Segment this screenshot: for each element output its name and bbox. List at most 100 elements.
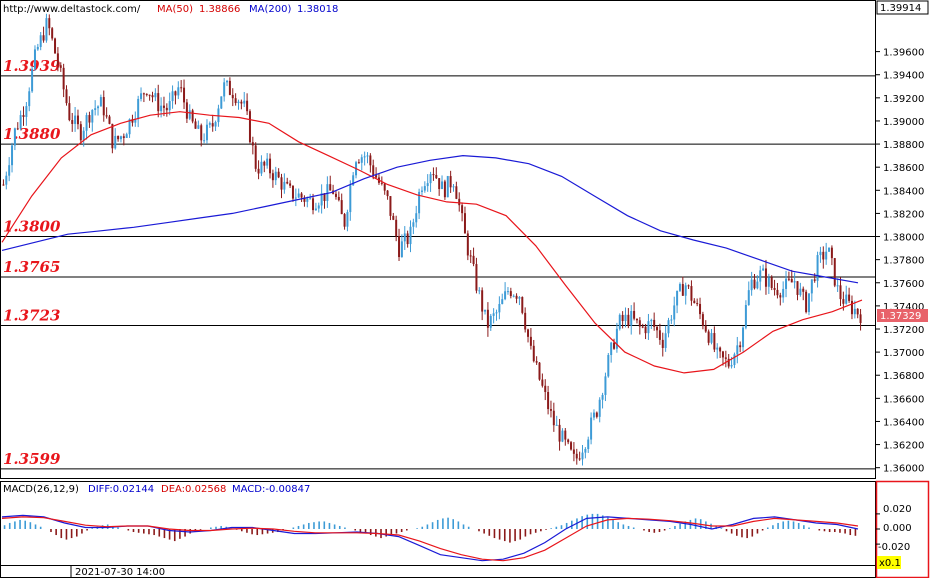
candle-body (128, 119, 131, 135)
candle-body (91, 109, 94, 123)
candle-body (317, 205, 320, 209)
candle-body (286, 181, 289, 184)
candle-body (492, 313, 495, 316)
candle-body (656, 326, 659, 331)
candle-body (117, 135, 120, 140)
candle-body (423, 186, 426, 191)
candle-body (191, 110, 194, 122)
candle-body (461, 205, 464, 214)
candle-body (547, 391, 550, 410)
candle-body (45, 18, 48, 41)
candle-body (590, 417, 593, 440)
candle-body (727, 358, 730, 367)
candle-body (320, 193, 323, 206)
candle-body (779, 295, 782, 298)
candle-body (357, 162, 360, 164)
price-tick-label: 1.39000 (883, 117, 924, 128)
candle-body (366, 155, 369, 157)
top-price-label: 1.39914 (880, 3, 921, 14)
candle-body (810, 279, 813, 294)
candle-body (581, 452, 584, 460)
candle-body (291, 185, 294, 199)
candle-body (538, 362, 541, 380)
candle-body (845, 294, 848, 304)
candle-body (690, 286, 693, 301)
candle-body (859, 314, 862, 324)
candle-body (343, 214, 346, 227)
candle-body (449, 176, 452, 188)
macd-tick-neg: -0.020 (878, 542, 910, 553)
candle-body (208, 123, 211, 125)
candle-body (266, 158, 269, 166)
candle-body (667, 320, 670, 334)
price-tick-label: 1.38000 (883, 233, 924, 244)
candle-body (13, 128, 16, 146)
candle-body (33, 49, 36, 69)
candle-body (635, 318, 638, 321)
candle-body (88, 115, 91, 123)
candle-body (395, 219, 398, 237)
candle-body (638, 320, 641, 327)
candle-body (613, 342, 616, 349)
candle-body (813, 279, 816, 281)
candle-body (36, 46, 39, 50)
price-tick-label: 1.36800 (883, 371, 924, 382)
candle-body (782, 288, 785, 298)
candle-body (409, 226, 412, 245)
candle-body (42, 35, 45, 41)
candle-body (561, 430, 564, 442)
date-label: 2021-07-30 14:00 (75, 567, 165, 578)
candle-body (742, 327, 745, 348)
candle-body (478, 290, 481, 292)
candle-body (220, 96, 223, 109)
candle-body (584, 448, 587, 453)
candle-body (257, 168, 260, 174)
candle-body (194, 121, 197, 129)
candle-body (211, 123, 214, 127)
candle-body (246, 100, 249, 112)
candle-body (506, 291, 509, 293)
candle-body (54, 38, 57, 54)
candle-body (532, 345, 535, 362)
candle-body (822, 251, 825, 260)
candle-body (701, 314, 704, 326)
ma50-label: MA(50) (157, 4, 193, 15)
candle-body (452, 186, 455, 188)
candle-body (555, 424, 558, 426)
candle-body (825, 251, 828, 260)
candle-body (570, 442, 573, 450)
candle-body (277, 171, 280, 178)
candle-body (730, 365, 733, 367)
level-label: 1.3880 (3, 125, 61, 143)
candle-body (334, 193, 337, 197)
candle-body (504, 291, 507, 300)
candle-body (710, 333, 713, 343)
macd-panel (1, 513, 880, 562)
candle-body (633, 310, 636, 319)
candle-body (475, 264, 478, 291)
candle-body (168, 101, 171, 111)
candle-body (28, 91, 31, 107)
candle-body (472, 255, 475, 265)
candle-body (621, 314, 624, 322)
candle-body (458, 198, 461, 206)
candle-body (263, 161, 266, 166)
macd-dea-value: DEA:0.02568 (161, 484, 226, 495)
candle-body (177, 87, 180, 96)
candle-body (830, 247, 833, 259)
macd-hist-value: MACD:-0.00847 (232, 484, 310, 495)
candle-body (552, 410, 555, 426)
candle-body (137, 98, 140, 119)
candle-body (535, 361, 538, 363)
candle-body (587, 439, 590, 449)
macd-diff-value: DIFF:0.02144 (88, 484, 154, 495)
candle-body (102, 97, 105, 116)
candle-body (541, 379, 544, 386)
candle-body (658, 330, 661, 340)
candle-body (721, 351, 724, 358)
candle-body (716, 347, 719, 350)
candle-body (111, 123, 114, 149)
candle-body (469, 255, 472, 257)
candle-body (441, 181, 444, 190)
macd-diff-line (1, 514, 859, 562)
